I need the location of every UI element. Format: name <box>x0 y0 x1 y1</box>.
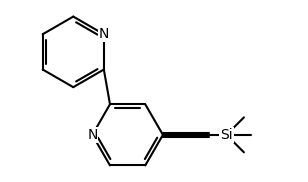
Text: N: N <box>87 128 98 142</box>
Text: N: N <box>99 27 109 41</box>
Text: Si: Si <box>220 128 233 142</box>
